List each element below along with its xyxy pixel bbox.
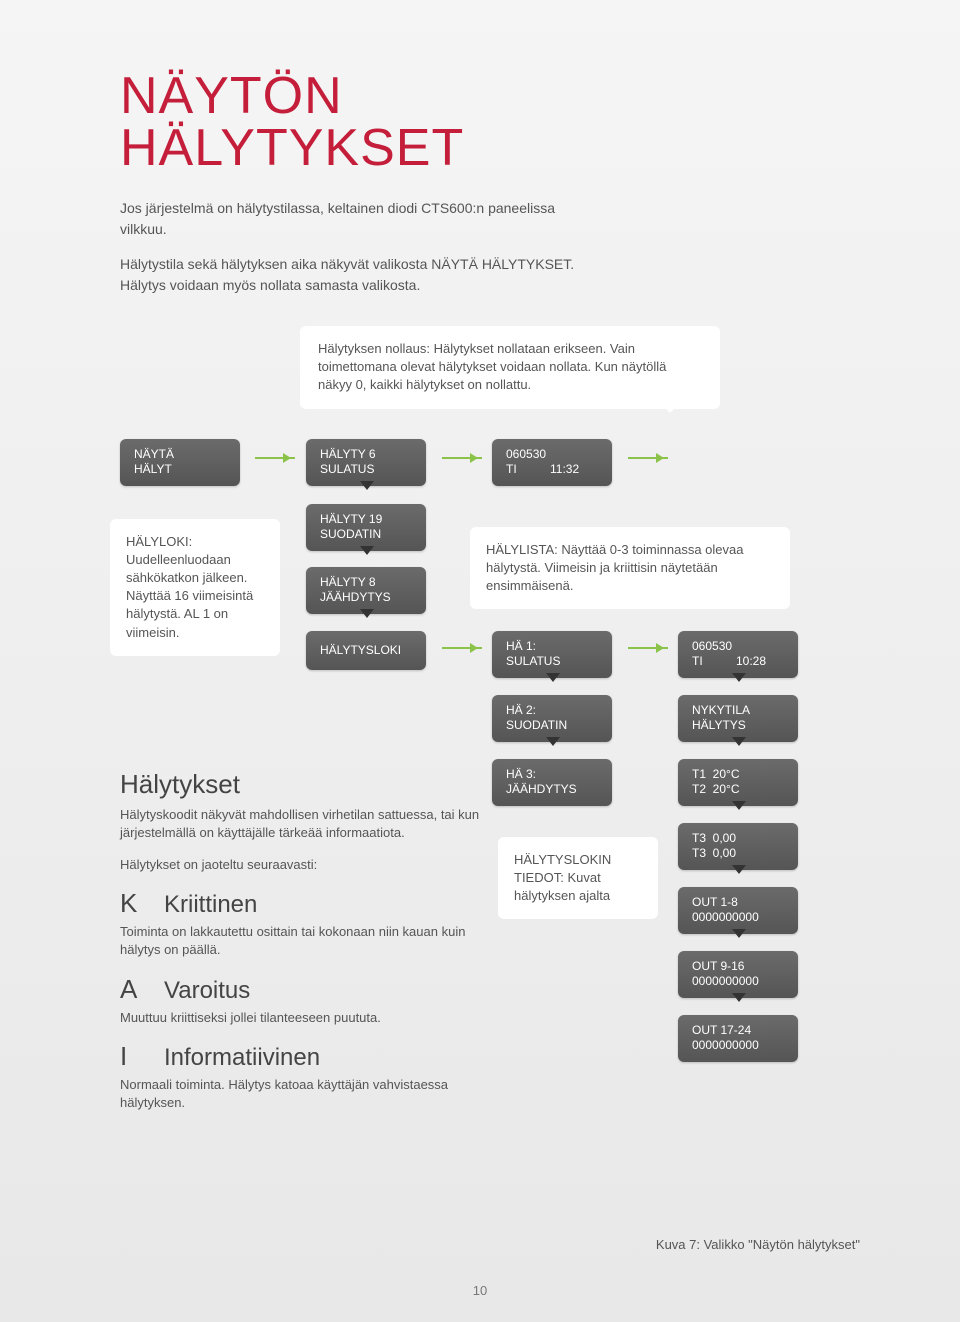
chip-date-1132: 060530 TI 11:32 — [492, 439, 612, 486]
arrow-down-icon — [360, 609, 374, 625]
code-a-word: Varoitus — [164, 977, 250, 1005]
arrow-down-icon — [360, 546, 374, 562]
arrow-down-icon — [732, 929, 746, 945]
chip-ha2: HÄ 2: SUODATIN — [492, 695, 612, 742]
chip-t3: T3 0,00 T3 0,00 — [678, 823, 798, 870]
title-line2: HÄLYTYKSET — [120, 119, 464, 177]
arrow-right-icon — [628, 457, 668, 459]
arrow-down-icon — [546, 673, 560, 689]
intro-paragraph-2: Hälytystila sekä hälytyksen aika näkyvät… — [120, 254, 600, 296]
page-title: NÄYTÖN HÄLYTYKSET — [120, 70, 860, 174]
arrow-down-icon — [732, 865, 746, 881]
arrow-down-icon — [546, 737, 560, 753]
chip-ha1: HÄ 1: SULATUS — [492, 631, 612, 678]
chip-halyty19: HÄLYTY 19 SUODATIN — [306, 504, 426, 551]
arrow-down-icon — [732, 993, 746, 1009]
code-i-desc: Normaali toiminta. Hälytys katoaa käyttä… — [120, 1076, 480, 1112]
code-a-letter: A — [120, 974, 144, 1005]
alarm-codes-section: Hälytykset Hälytyskoodit näkyvät mahdoll… — [120, 769, 480, 1127]
chip-out-9-16: OUT 9-16 0000000000 — [678, 951, 798, 998]
chip-nykytila: NYKYTILA HÄLYTYS — [678, 695, 798, 742]
code-a-desc: Muuttuu kriittiseksi jollei tilanteeseen… — [120, 1009, 480, 1027]
chip-nayta-halyt: NÄYTÄ HÄLYT — [120, 439, 240, 486]
arrow-right-icon — [255, 457, 295, 459]
page-number: 10 — [473, 1283, 487, 1298]
arrow-right-icon — [442, 647, 482, 649]
chip-out-1-8: OUT 1-8 0000000000 — [678, 887, 798, 934]
section-p1: Hälytyskoodit näkyvät mahdollisen virhet… — [120, 806, 480, 842]
arrow-down-icon — [732, 801, 746, 817]
arrow-down-icon — [360, 481, 374, 497]
arrow-down-icon — [732, 673, 746, 689]
code-k: K Kriittinen — [120, 888, 480, 919]
arrow-down-icon — [732, 737, 746, 753]
chip-out-17-24: OUT 17-24 0000000000 — [678, 1015, 798, 1062]
chip-date-1028: 060530 TI 10:28 — [678, 631, 798, 678]
section-title: Hälytykset — [120, 769, 480, 800]
code-k-letter: K — [120, 888, 144, 919]
chip-halyty8: HÄLYTY 8 JÄÄHDYTYS — [306, 567, 426, 614]
arrow-right-icon — [628, 647, 668, 649]
intro-paragraph-1: Jos järjestelmä on hälytystilassa, kelta… — [120, 198, 600, 240]
section-p2: Hälytykset on jaoteltu seuraavasti: — [120, 856, 480, 874]
chip-ha3: HÄ 3: JÄÄHDYTYS — [492, 759, 612, 806]
title-line1: NÄYTÖN — [120, 67, 343, 125]
code-i: I Informatiivinen — [120, 1041, 480, 1072]
callout-reset-info: Hälytyksen nollaus: Hälytykset nollataan… — [300, 326, 720, 409]
code-i-word: Informatiivinen — [164, 1044, 320, 1072]
chip-halytysloki: HÄLYTYSLOKI — [306, 631, 426, 671]
code-k-desc: Toiminta on lakkautettu osittain tai kok… — [120, 923, 480, 959]
flowchart: NÄYTÄ HÄLYT HÄLYTY 6 SULATUS 060530 TI 1… — [120, 439, 860, 1199]
bubble-halylista: HÄLYLISTA: Näyttää 0-3 toiminnassa oleva… — [470, 527, 790, 610]
code-k-word: Kriittinen — [164, 891, 257, 919]
chip-t1t2: T1 20°C T2 20°C — [678, 759, 798, 806]
chip-halyty6: HÄLYTY 6 SULATUS — [306, 439, 426, 486]
code-a: A Varoitus — [120, 974, 480, 1005]
code-i-letter: I — [120, 1041, 144, 1072]
figure-caption: Kuva 7: Valikko "Näytön hälytykset" — [656, 1237, 860, 1252]
bubble-lokin-tiedot: HÄLYTYSLOKIN TIEDOT: Kuvat hälytyksen aj… — [498, 837, 658, 920]
arrow-right-icon — [442, 457, 482, 459]
bubble-halyloki: HÄLYLOKI: Uudelleenluodaan sähkökatkon j… — [110, 519, 280, 656]
